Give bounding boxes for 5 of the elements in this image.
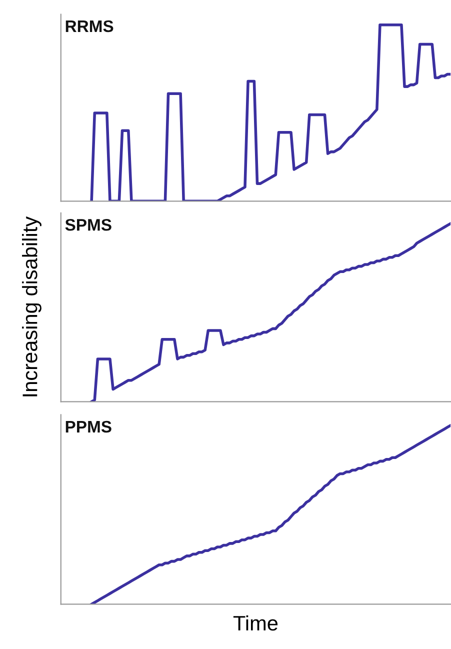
chart-title: SPMS [65,218,112,231]
x-axis-title: Time [233,615,278,631]
chart-title: PPMS [66,420,112,433]
chart-title: RRMS [66,20,114,32]
y-axis-title: Increasing disability [22,216,42,396]
